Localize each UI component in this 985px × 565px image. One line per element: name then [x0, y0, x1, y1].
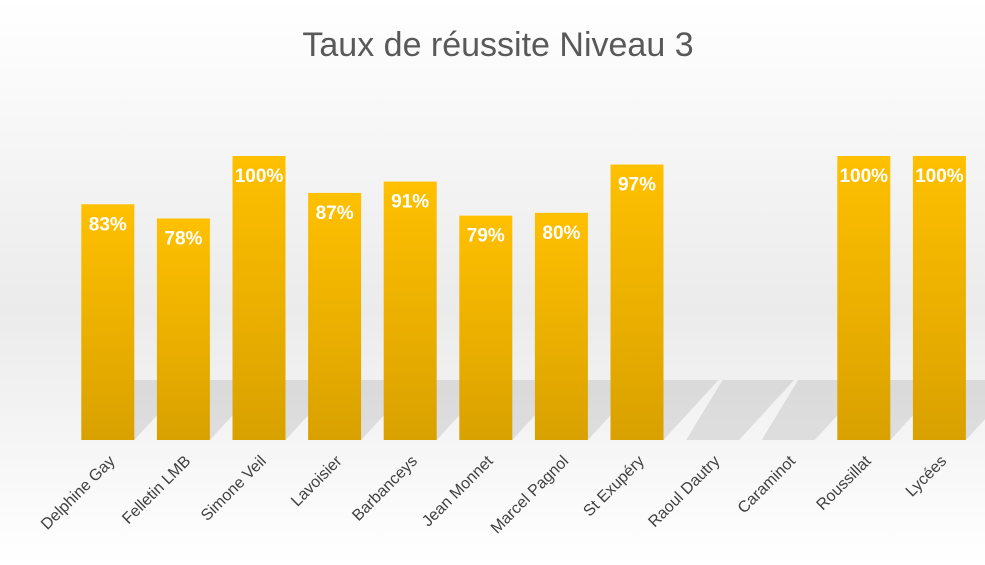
- bar: [81, 204, 135, 440]
- value-label: 80%: [542, 223, 580, 244]
- value-label: 83%: [89, 214, 127, 235]
- value-label: 100%: [235, 166, 284, 187]
- bar: [232, 156, 286, 440]
- bar: [156, 218, 210, 440]
- bar: [610, 164, 664, 440]
- chart-title: Taux de réussite Niveau 3: [302, 26, 693, 64]
- value-label: 87%: [316, 203, 354, 224]
- bar: [383, 181, 437, 440]
- bar: [459, 215, 513, 440]
- value-label: 91%: [391, 192, 429, 213]
- bar: [308, 192, 362, 440]
- value-label: 79%: [467, 226, 505, 247]
- value-label: 97%: [618, 175, 656, 196]
- bar: [912, 156, 966, 440]
- value-label: 78%: [164, 228, 202, 249]
- bar: [837, 156, 891, 440]
- bar: [534, 212, 588, 440]
- bar-shadow: [686, 380, 795, 440]
- value-label: 100%: [915, 166, 964, 187]
- value-label: 100%: [839, 166, 888, 187]
